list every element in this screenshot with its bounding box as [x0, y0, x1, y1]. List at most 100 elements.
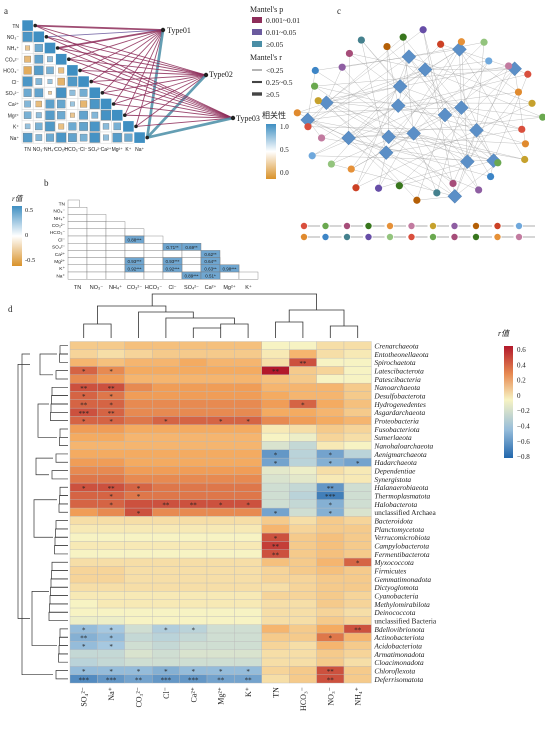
- panel-b-col-label: Cl⁻: [168, 285, 176, 291]
- panel-c-circle-node: [374, 184, 383, 192]
- panel-d-cell: [343, 524, 372, 534]
- panel-d-row-label: Aenigmarchaeota: [373, 450, 427, 459]
- panel-c-edge: [398, 56, 410, 106]
- panel-d-cell-stars: *: [109, 493, 113, 501]
- panel-d-cell-stars: ***: [325, 493, 336, 501]
- panel-d-colorbar-tick: 0.4: [517, 361, 526, 369]
- panel-d-cell-stars: *: [356, 460, 360, 468]
- panel-d-cell: [316, 357, 345, 367]
- panel-d-cell: [97, 657, 125, 667]
- panel-d-cell-stars: *: [137, 485, 141, 493]
- panel-d-cell: [152, 557, 180, 567]
- panel-d-cell: [69, 349, 98, 359]
- panel-a-mantel-p-title: Mantel's p: [250, 5, 283, 14]
- panel-c-diamond-node: [381, 129, 396, 145]
- panel-d-cell: [206, 366, 235, 375]
- panel-b-cell: [105, 242, 126, 251]
- panel-d-cell: [152, 341, 180, 351]
- panel-b-cell-label: 0.92***: [127, 266, 141, 271]
- panel-d-cell: [316, 557, 345, 567]
- panel-d-cell: [179, 632, 208, 642]
- panel-d-cell-stars: *: [82, 418, 86, 426]
- panel-c-edge: [452, 130, 477, 184]
- panel-d-cell: [124, 349, 153, 359]
- panel-a-cell: [79, 88, 88, 97]
- panel-d-cell: [152, 574, 180, 584]
- panel-d-cell-stars: **: [327, 676, 335, 684]
- panel-a-mantel-link: [124, 114, 234, 119]
- panel-d-cell: [206, 624, 235, 634]
- panel-d-cell: [152, 474, 180, 484]
- panel-b-cell: [67, 228, 88, 237]
- panel-d-cell-stars: *: [246, 668, 250, 676]
- panel-c-edge: [400, 65, 509, 87]
- panel-d-cell-stars: *: [329, 451, 333, 459]
- panel-a-type-label: Type01: [167, 26, 191, 35]
- panel-d-cell: [316, 391, 345, 400]
- panel-d-cell: [97, 357, 125, 367]
- panel-d-cell: [206, 391, 235, 400]
- panel-d-col-dendrogram: [165, 317, 235, 338]
- panel-a-cell: [55, 53, 68, 66]
- panel-d-cell: [289, 391, 317, 400]
- panel-c-edge: [386, 46, 389, 137]
- panel-c-edge: [386, 46, 477, 131]
- panel-d-row-dendrogram: [51, 395, 68, 405]
- panel-d-cell: [316, 624, 345, 634]
- panel-a-col-label: Mg²⁺: [112, 147, 124, 153]
- panel-a-cell: [111, 109, 124, 122]
- panel-d-cell: [152, 632, 180, 642]
- panel-a-cell: [23, 111, 32, 119]
- panel-d-cell-stars: *: [329, 501, 333, 509]
- panel-d-cell: [343, 416, 372, 425]
- panel-c-network: [293, 26, 545, 241]
- panel-d-cell: [124, 516, 153, 525]
- panel-d-cell: [152, 432, 180, 442]
- panel-d-cell: [179, 566, 208, 575]
- panel-a-cell: [56, 99, 66, 109]
- panel-a-col-label: NO₃⁻: [33, 147, 46, 153]
- panel-d-cell-stars: *: [246, 501, 250, 509]
- panel-c-circle-node: [338, 63, 346, 71]
- panel-d-cell: [289, 416, 317, 425]
- panel-c-edge: [461, 41, 468, 162]
- panel-b-cell: [105, 235, 126, 244]
- panel-d-cell: [234, 341, 262, 351]
- panel-a-cell: [77, 75, 90, 88]
- panel-d-cell: [343, 566, 372, 575]
- panel-a-cell: [35, 112, 42, 119]
- panel-a-cell: [133, 131, 146, 144]
- panel-d-row-label: Latescibacterota: [373, 367, 424, 376]
- panel-d-cell: [261, 466, 290, 475]
- panel-d-cell: [97, 616, 125, 625]
- panel-d-cell: [179, 457, 208, 467]
- panel-b-cell-label: 0.93***: [165, 259, 179, 264]
- panel-d-cell: [289, 641, 317, 650]
- panel-a-cell: [24, 123, 31, 130]
- panel-b-cell-label: 0.93***: [127, 259, 141, 264]
- panel-a-cell: [32, 30, 45, 43]
- panel-d-row-label: Synergistota: [374, 475, 411, 484]
- panel-d-cell-stars: **: [108, 410, 116, 418]
- panel-a-mantel-link: [68, 29, 164, 60]
- panel-c-edge: [413, 133, 437, 193]
- panel-b-cell: [67, 250, 88, 258]
- panel-d-cell: [316, 349, 345, 359]
- panel-a-cell: [79, 110, 88, 120]
- panel-d-cell-stars: *: [219, 418, 223, 426]
- panel-a-mantel-link: [46, 36, 234, 119]
- panel-d-cell-stars: **: [217, 676, 225, 684]
- panel-b-row-label: CO₃²⁻: [52, 223, 66, 229]
- panel-d-cell: [289, 599, 317, 609]
- panel-c-legend-node: [494, 233, 501, 241]
- panel-c-edge: [307, 56, 410, 127]
- panel-d-cell: [69, 432, 98, 442]
- panel-d-row-dendrogram: [48, 611, 68, 621]
- panel-d-row-label: Methylomirabilota: [373, 600, 430, 609]
- panel-d-cell-stars: *: [109, 501, 113, 509]
- panel-d-cell: [179, 391, 208, 400]
- panel-d-cell: [316, 657, 345, 667]
- panel-d-cell: [343, 482, 372, 492]
- panel-d-row-label: Firmicutes: [373, 566, 406, 575]
- panel-d-cell: [97, 424, 125, 434]
